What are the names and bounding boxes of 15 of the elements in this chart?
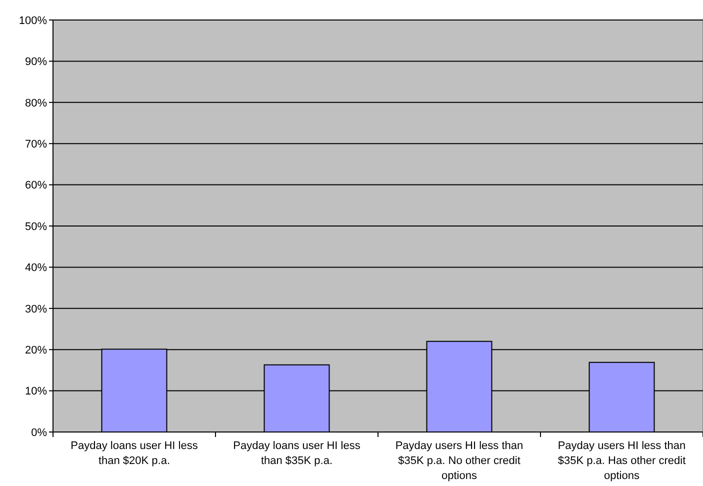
y-tick-label: 20% — [24, 344, 48, 356]
y-tick-label: 70% — [24, 138, 48, 150]
y-tick-label: 10% — [24, 386, 48, 398]
x-tick-label: Payday loans user HI less than $20K p.a. — [70, 440, 198, 467]
x-tick-label: Payday users HI less than $35K p.a. Has other credit options — [558, 440, 686, 482]
y-tick-label: 60% — [24, 180, 48, 192]
y-tick-label: 50% — [24, 220, 48, 233]
x-tick-label: Payday loans user HI less than $35K p.a. — [233, 440, 361, 467]
y-tick-label: 30% — [24, 303, 48, 316]
y-tick-label: 80% — [24, 97, 48, 110]
y-tick-label: 90% — [24, 56, 48, 68]
y-tick-label: 0% — [31, 426, 48, 439]
y-tick-label: 100% — [18, 14, 48, 27]
x-tick-label: Payday users HI less than $35K p.a. No other credit options — [395, 440, 524, 482]
y-tick-label: 40% — [24, 262, 48, 274]
